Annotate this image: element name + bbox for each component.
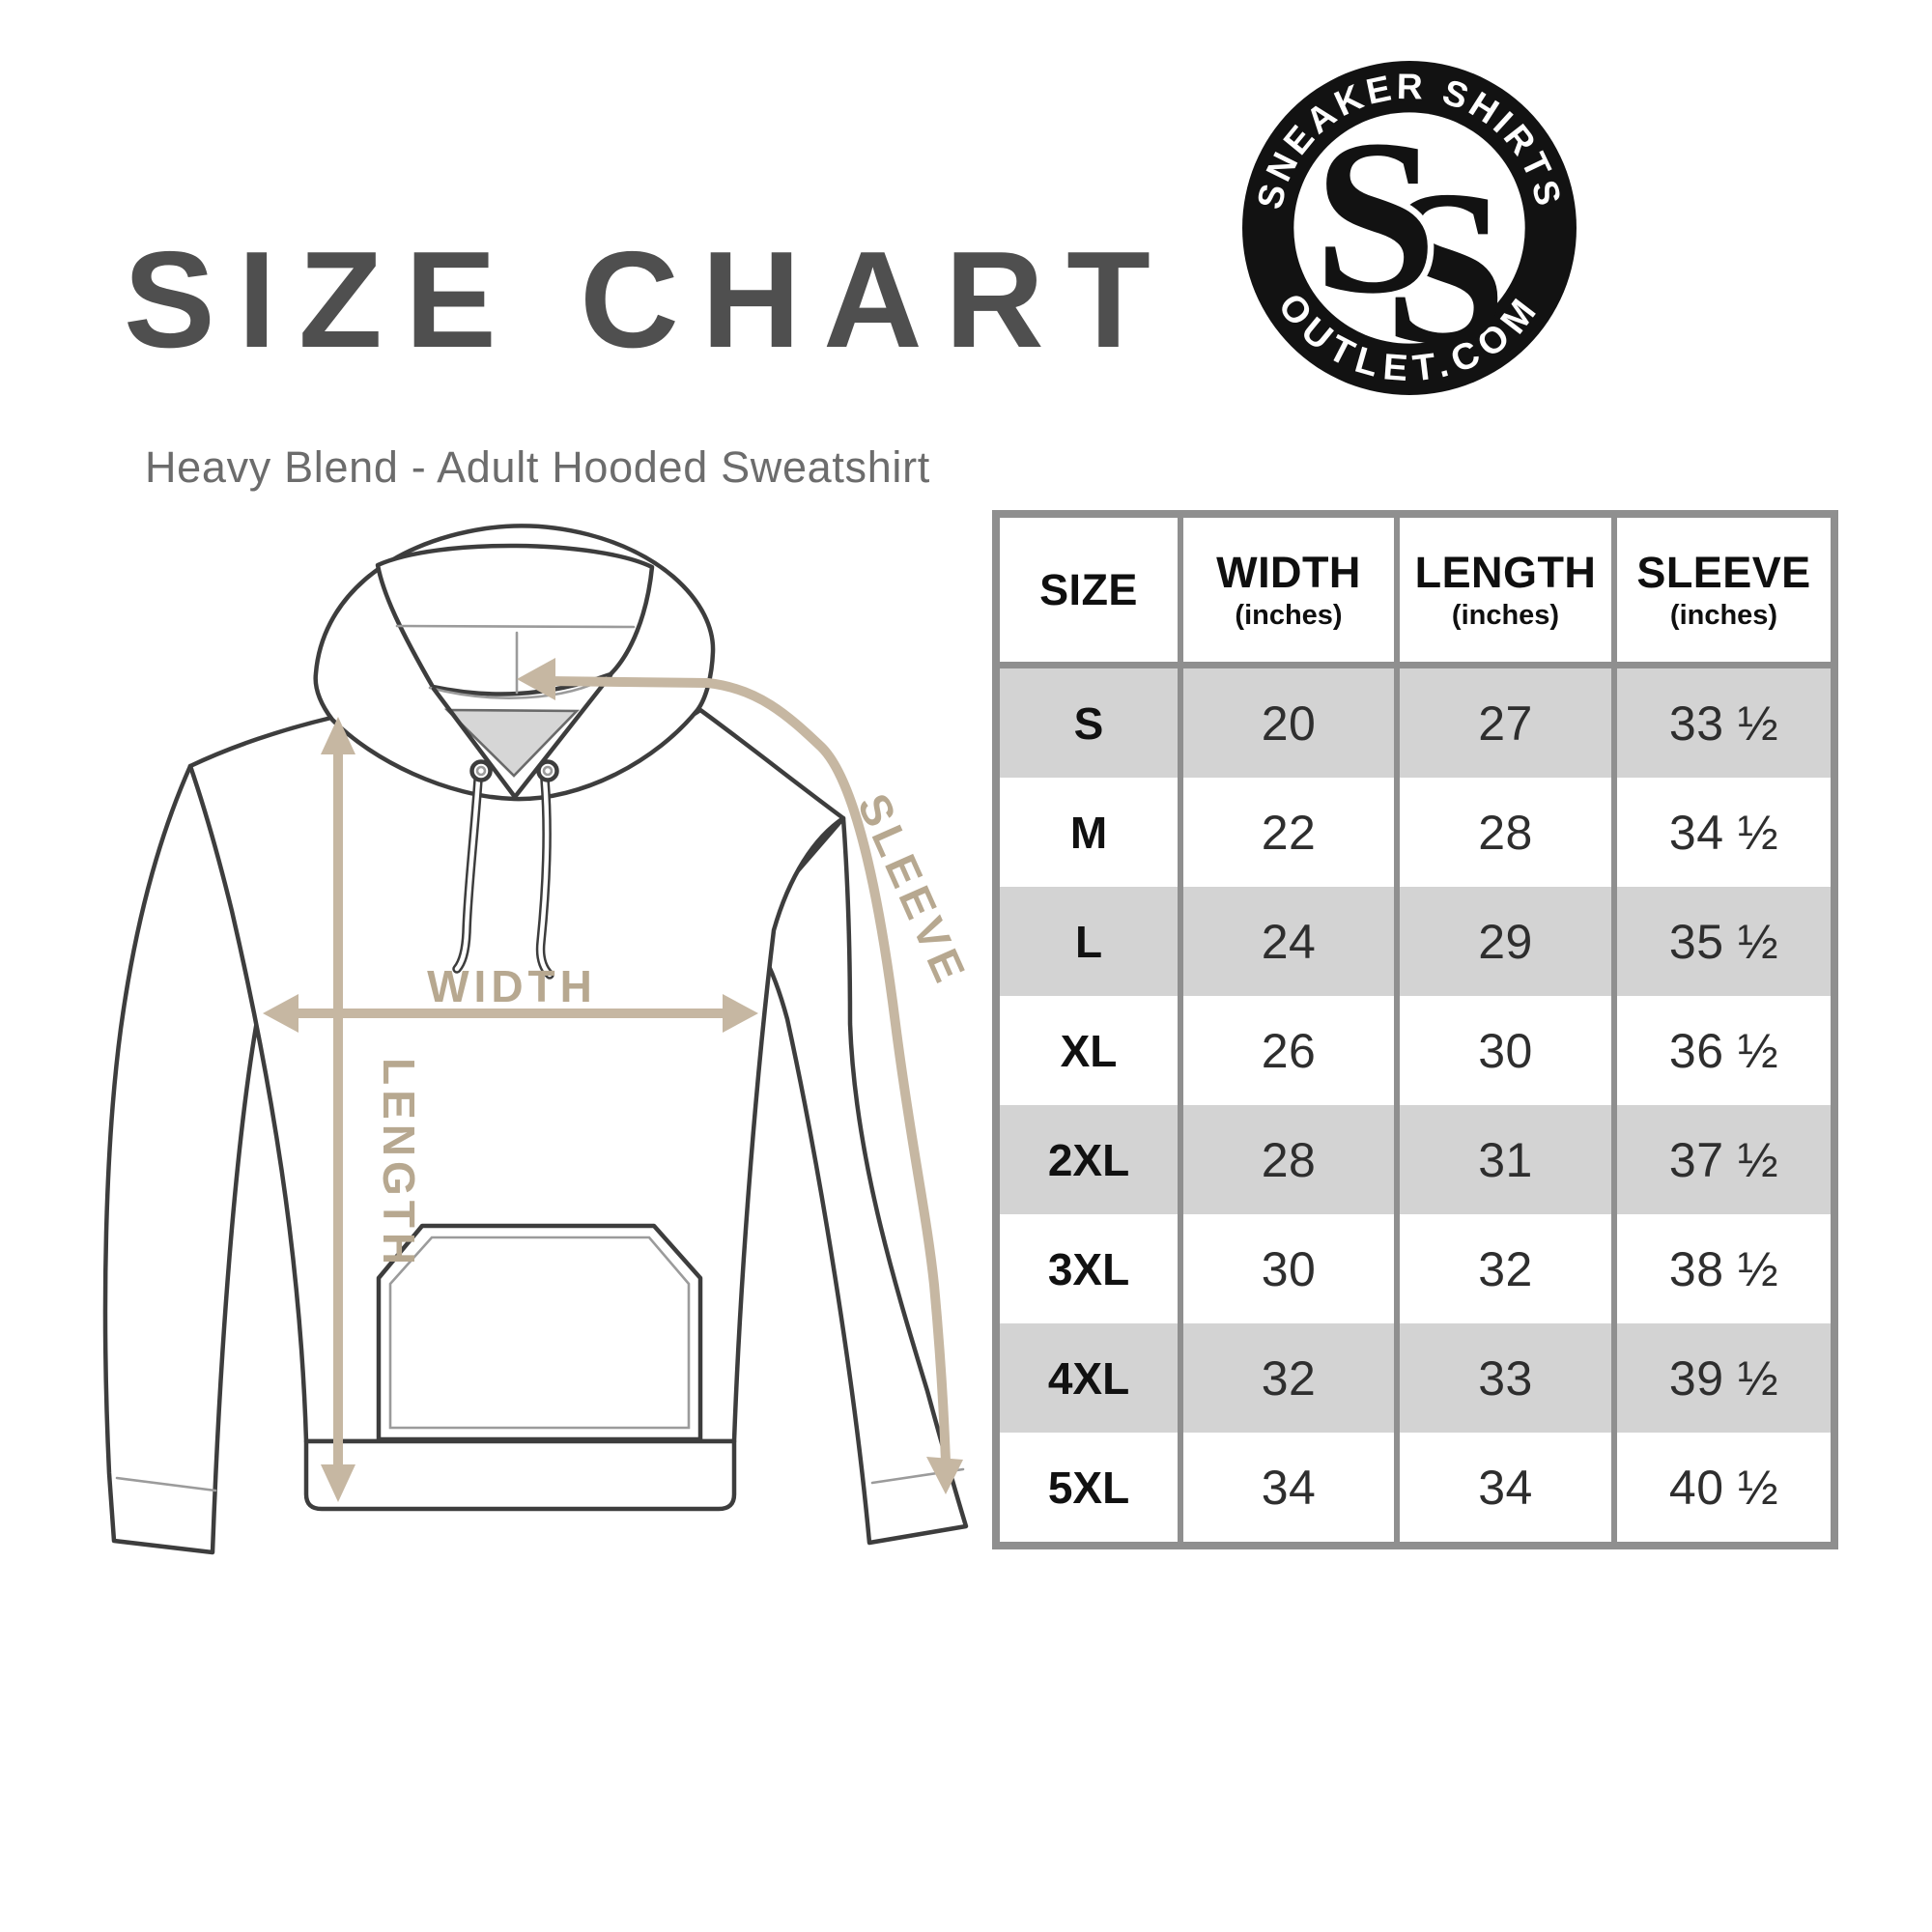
length-label: LENGTH [374,1058,424,1269]
sleeve-cell: 37 ½ [1617,1105,1831,1214]
length-cell: 29 [1400,887,1611,996]
table-header-row: SIZE WIDTH (inches) LENGTH (inches) SLEE… [1000,518,1831,668]
length-cell: 31 [1400,1105,1611,1214]
monogram-front-s: S [1314,94,1437,339]
sleeve-cell: 36 ½ [1617,996,1831,1105]
width-cell: 20 [1183,668,1394,778]
hood-back-seam [395,624,636,629]
sleeve-column-sub: (inches) [1669,600,1778,631]
length-cell: 33 [1400,1323,1611,1433]
table-row: 3XL 30 32 38 ½ [1000,1214,1831,1323]
left-cuff-line [115,1476,217,1492]
table-row: 5XL 34 34 40 ½ [1000,1433,1831,1542]
length-arrow [321,717,355,1502]
sleeve-cell: 33 ½ [1617,668,1831,778]
size-cell: 2XL [1000,1105,1178,1214]
length-column-sub: (inches) [1451,600,1560,631]
table-row: M 22 28 34 ½ [1000,778,1831,887]
length-cell: 27 [1400,668,1611,778]
hood-opening [375,543,655,696]
page-title: SIZE CHART [124,223,1174,377]
left-eyelet [469,759,493,782]
sleeve-label: SLEEVE [848,786,978,993]
size-cell: 5XL [1000,1433,1178,1542]
width-cell: 22 [1183,778,1394,887]
monogram-back-s: S [1383,145,1507,390]
length-cell: 28 [1400,778,1611,887]
size-cell: 4XL [1000,1323,1178,1433]
size-cell: XL [1000,996,1178,1105]
right-eyelet-hole [542,765,554,777]
size-cell: M [1000,778,1178,887]
brand-logo-badge: SNEAKER SHIRTS OUTLET.COM S S [1242,61,1577,395]
table-row: 4XL 32 33 39 ½ [1000,1323,1831,1433]
width-cell: 32 [1183,1323,1394,1433]
drawstrings [452,775,554,980]
sleeve-arrow [517,658,963,1494]
width-column-sub: (inches) [1235,600,1343,631]
width-cell: 28 [1183,1105,1394,1214]
size-cell: S [1000,668,1178,778]
sleeve-cell: 34 ½ [1617,778,1831,887]
length-cell: 32 [1400,1214,1611,1323]
right-eyelet [536,759,559,782]
kangaroo-pocket [376,1223,703,1442]
hoodie-diagram: WIDTH LENGTH SLEEVE [102,524,978,1555]
hem-band [303,1438,737,1512]
width-column-label: WIDTH [1216,548,1361,597]
width-cell: 30 [1183,1214,1394,1323]
width-cell: 34 [1183,1433,1394,1542]
sleeve-cell: 40 ½ [1617,1433,1831,1542]
size-cell: L [1000,887,1178,996]
page-subtitle: Heavy Blend - Adult Hooded Sweatshirt [145,442,930,492]
pocket-inner-line [388,1236,691,1430]
logo-ss-monogram: S S [1307,88,1507,390]
collar-v-left [431,686,518,800]
width-cell: 26 [1183,996,1394,1105]
table-row: L 24 29 35 ½ [1000,887,1831,996]
length-cell: 30 [1400,996,1611,1105]
size-cell: 3XL [1000,1214,1178,1323]
width-arrow [263,994,758,1033]
sleeve-cell: 38 ½ [1617,1214,1831,1323]
sleeve-cell: 35 ½ [1617,887,1831,996]
size-column-label: SIZE [1039,564,1138,614]
neck-inset [443,708,581,778]
size-table-rows: S 20 27 33 ½ M 22 28 34 ½ L 24 29 35 ½ XL 26 30 36 ½ 2XL… [1000,668,1831,1542]
column-header-sleeve: SLEEVE (inches) [1617,518,1831,668]
table-row: 2XL 28 31 37 ½ [1000,1105,1831,1214]
sleeve-column-label: SLEEVE [1636,548,1811,597]
size-table: SIZE WIDTH (inches) LENGTH (inches) SLEE… [992,510,1838,1549]
width-label: WIDTH [427,961,597,1011]
column-header-length: LENGTH (inches) [1400,518,1611,668]
column-header-size: SIZE [1000,518,1178,668]
logo-inner-circle [1293,112,1525,344]
length-cell: 34 [1400,1433,1611,1542]
width-cell: 24 [1183,887,1394,996]
sleeve-cell: 39 ½ [1617,1323,1831,1433]
table-row: S 20 27 33 ½ [1000,668,1831,778]
collar-v-right [512,672,613,800]
table-row: XL 26 30 36 ½ [1000,996,1831,1105]
column-header-width: WIDTH (inches) [1183,518,1394,668]
length-column-label: LENGTH [1414,548,1597,597]
left-eyelet-hole [475,765,487,777]
